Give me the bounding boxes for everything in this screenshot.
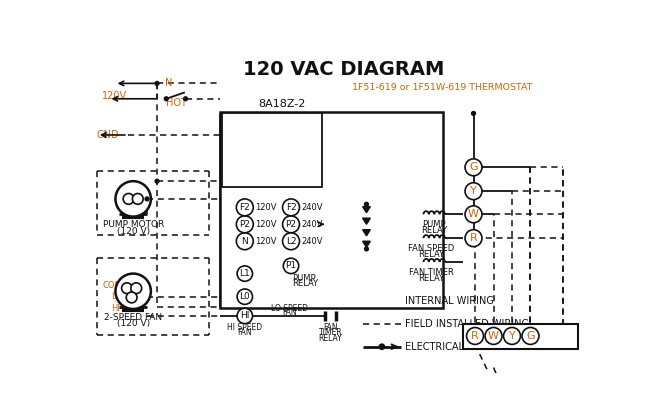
Text: 240V: 240V — [301, 203, 322, 212]
Circle shape — [155, 81, 159, 85]
Text: (120 V): (120 V) — [117, 227, 149, 235]
Text: Y: Y — [509, 331, 515, 341]
Circle shape — [485, 328, 502, 344]
Text: RELAY: RELAY — [418, 250, 444, 259]
Text: P2: P2 — [285, 220, 297, 229]
Circle shape — [465, 183, 482, 200]
Circle shape — [237, 266, 253, 281]
Text: ELECTRICAL CONNECTION: ELECTRICAL CONNECTION — [405, 342, 533, 352]
Circle shape — [283, 233, 299, 250]
Text: FAN: FAN — [323, 323, 338, 332]
Text: INTERNAL WIRING: INTERNAL WIRING — [405, 295, 494, 305]
Circle shape — [237, 233, 253, 250]
Text: R: R — [471, 331, 479, 341]
Circle shape — [504, 328, 521, 344]
Polygon shape — [362, 207, 371, 213]
Polygon shape — [362, 218, 371, 224]
Bar — [220, 112, 444, 308]
Circle shape — [237, 216, 253, 233]
Circle shape — [237, 199, 253, 216]
Text: 2-SPEED FAN: 2-SPEED FAN — [104, 313, 162, 322]
Text: HI SPEED: HI SPEED — [227, 323, 263, 332]
Text: TIMER: TIMER — [318, 328, 342, 337]
Text: N: N — [165, 78, 172, 88]
Text: HI: HI — [111, 304, 120, 313]
Text: 8A18Z-2: 8A18Z-2 — [258, 99, 306, 109]
Circle shape — [364, 202, 368, 206]
Text: (120 V): (120 V) — [117, 319, 149, 328]
Circle shape — [465, 159, 482, 176]
Text: LO: LO — [111, 292, 122, 301]
Text: W: W — [488, 331, 499, 341]
Text: RELAY: RELAY — [293, 279, 319, 288]
Text: 120V: 120V — [255, 220, 276, 229]
Circle shape — [131, 283, 141, 294]
Text: PUMP MOTOR: PUMP MOTOR — [103, 220, 163, 230]
Circle shape — [472, 111, 476, 115]
Bar — [463, 323, 578, 349]
Text: HOT: HOT — [166, 98, 187, 109]
Circle shape — [155, 179, 159, 183]
Text: RELAY: RELAY — [418, 274, 444, 282]
Text: HI: HI — [240, 311, 249, 321]
Text: 240V: 240V — [301, 237, 322, 246]
Circle shape — [123, 194, 134, 204]
Text: 120V: 120V — [255, 237, 276, 246]
Circle shape — [133, 194, 143, 204]
Circle shape — [115, 181, 151, 217]
Text: F2: F2 — [239, 203, 250, 212]
Text: PUMP: PUMP — [293, 274, 316, 282]
Text: 1F51-619 or 1F51W-619 THERMOSTAT: 1F51-619 or 1F51W-619 THERMOSTAT — [352, 83, 532, 92]
Text: N: N — [241, 237, 248, 246]
Text: G: G — [469, 162, 478, 172]
Text: Y: Y — [470, 186, 477, 196]
Circle shape — [115, 274, 151, 309]
Text: 120 VAC DIAGRAM: 120 VAC DIAGRAM — [243, 59, 444, 78]
Circle shape — [283, 216, 299, 233]
Text: GND: GND — [97, 130, 119, 140]
Bar — [222, 114, 322, 186]
Text: LO SPEED: LO SPEED — [271, 304, 308, 313]
Text: F2: F2 — [285, 203, 296, 212]
Text: FAN: FAN — [237, 328, 252, 337]
Text: FAN TIMER: FAN TIMER — [409, 268, 454, 277]
Circle shape — [184, 97, 188, 101]
Circle shape — [164, 97, 168, 101]
Circle shape — [145, 197, 149, 201]
Circle shape — [283, 199, 299, 216]
Circle shape — [466, 328, 484, 344]
Polygon shape — [362, 241, 371, 247]
Circle shape — [283, 258, 299, 274]
Text: W: W — [468, 209, 479, 219]
Text: R: R — [470, 233, 478, 243]
Text: L0: L0 — [239, 292, 250, 301]
Text: RELAY: RELAY — [318, 334, 342, 343]
Circle shape — [379, 344, 385, 349]
Text: COM: COM — [103, 281, 122, 290]
Text: FAN SPEED: FAN SPEED — [408, 244, 454, 253]
Text: L2: L2 — [285, 237, 296, 246]
Circle shape — [522, 328, 539, 344]
Circle shape — [237, 289, 253, 304]
Circle shape — [122, 283, 133, 294]
Polygon shape — [362, 230, 371, 236]
Text: 120V: 120V — [255, 203, 276, 212]
Text: PUMP: PUMP — [422, 220, 446, 230]
Text: P1: P1 — [285, 261, 297, 270]
Circle shape — [237, 308, 253, 323]
Text: L1: L1 — [239, 269, 250, 278]
Text: P2: P2 — [239, 220, 251, 229]
Circle shape — [465, 230, 482, 247]
Text: FIELD INSTALLED WIRING: FIELD INSTALLED WIRING — [405, 318, 529, 328]
Text: RELAY: RELAY — [421, 226, 448, 235]
Text: G: G — [526, 331, 535, 341]
Text: FAN: FAN — [282, 308, 297, 317]
Circle shape — [465, 206, 482, 223]
Text: 120V: 120V — [103, 91, 127, 101]
Circle shape — [364, 247, 368, 251]
Text: 240V: 240V — [301, 220, 322, 229]
Circle shape — [126, 292, 137, 303]
